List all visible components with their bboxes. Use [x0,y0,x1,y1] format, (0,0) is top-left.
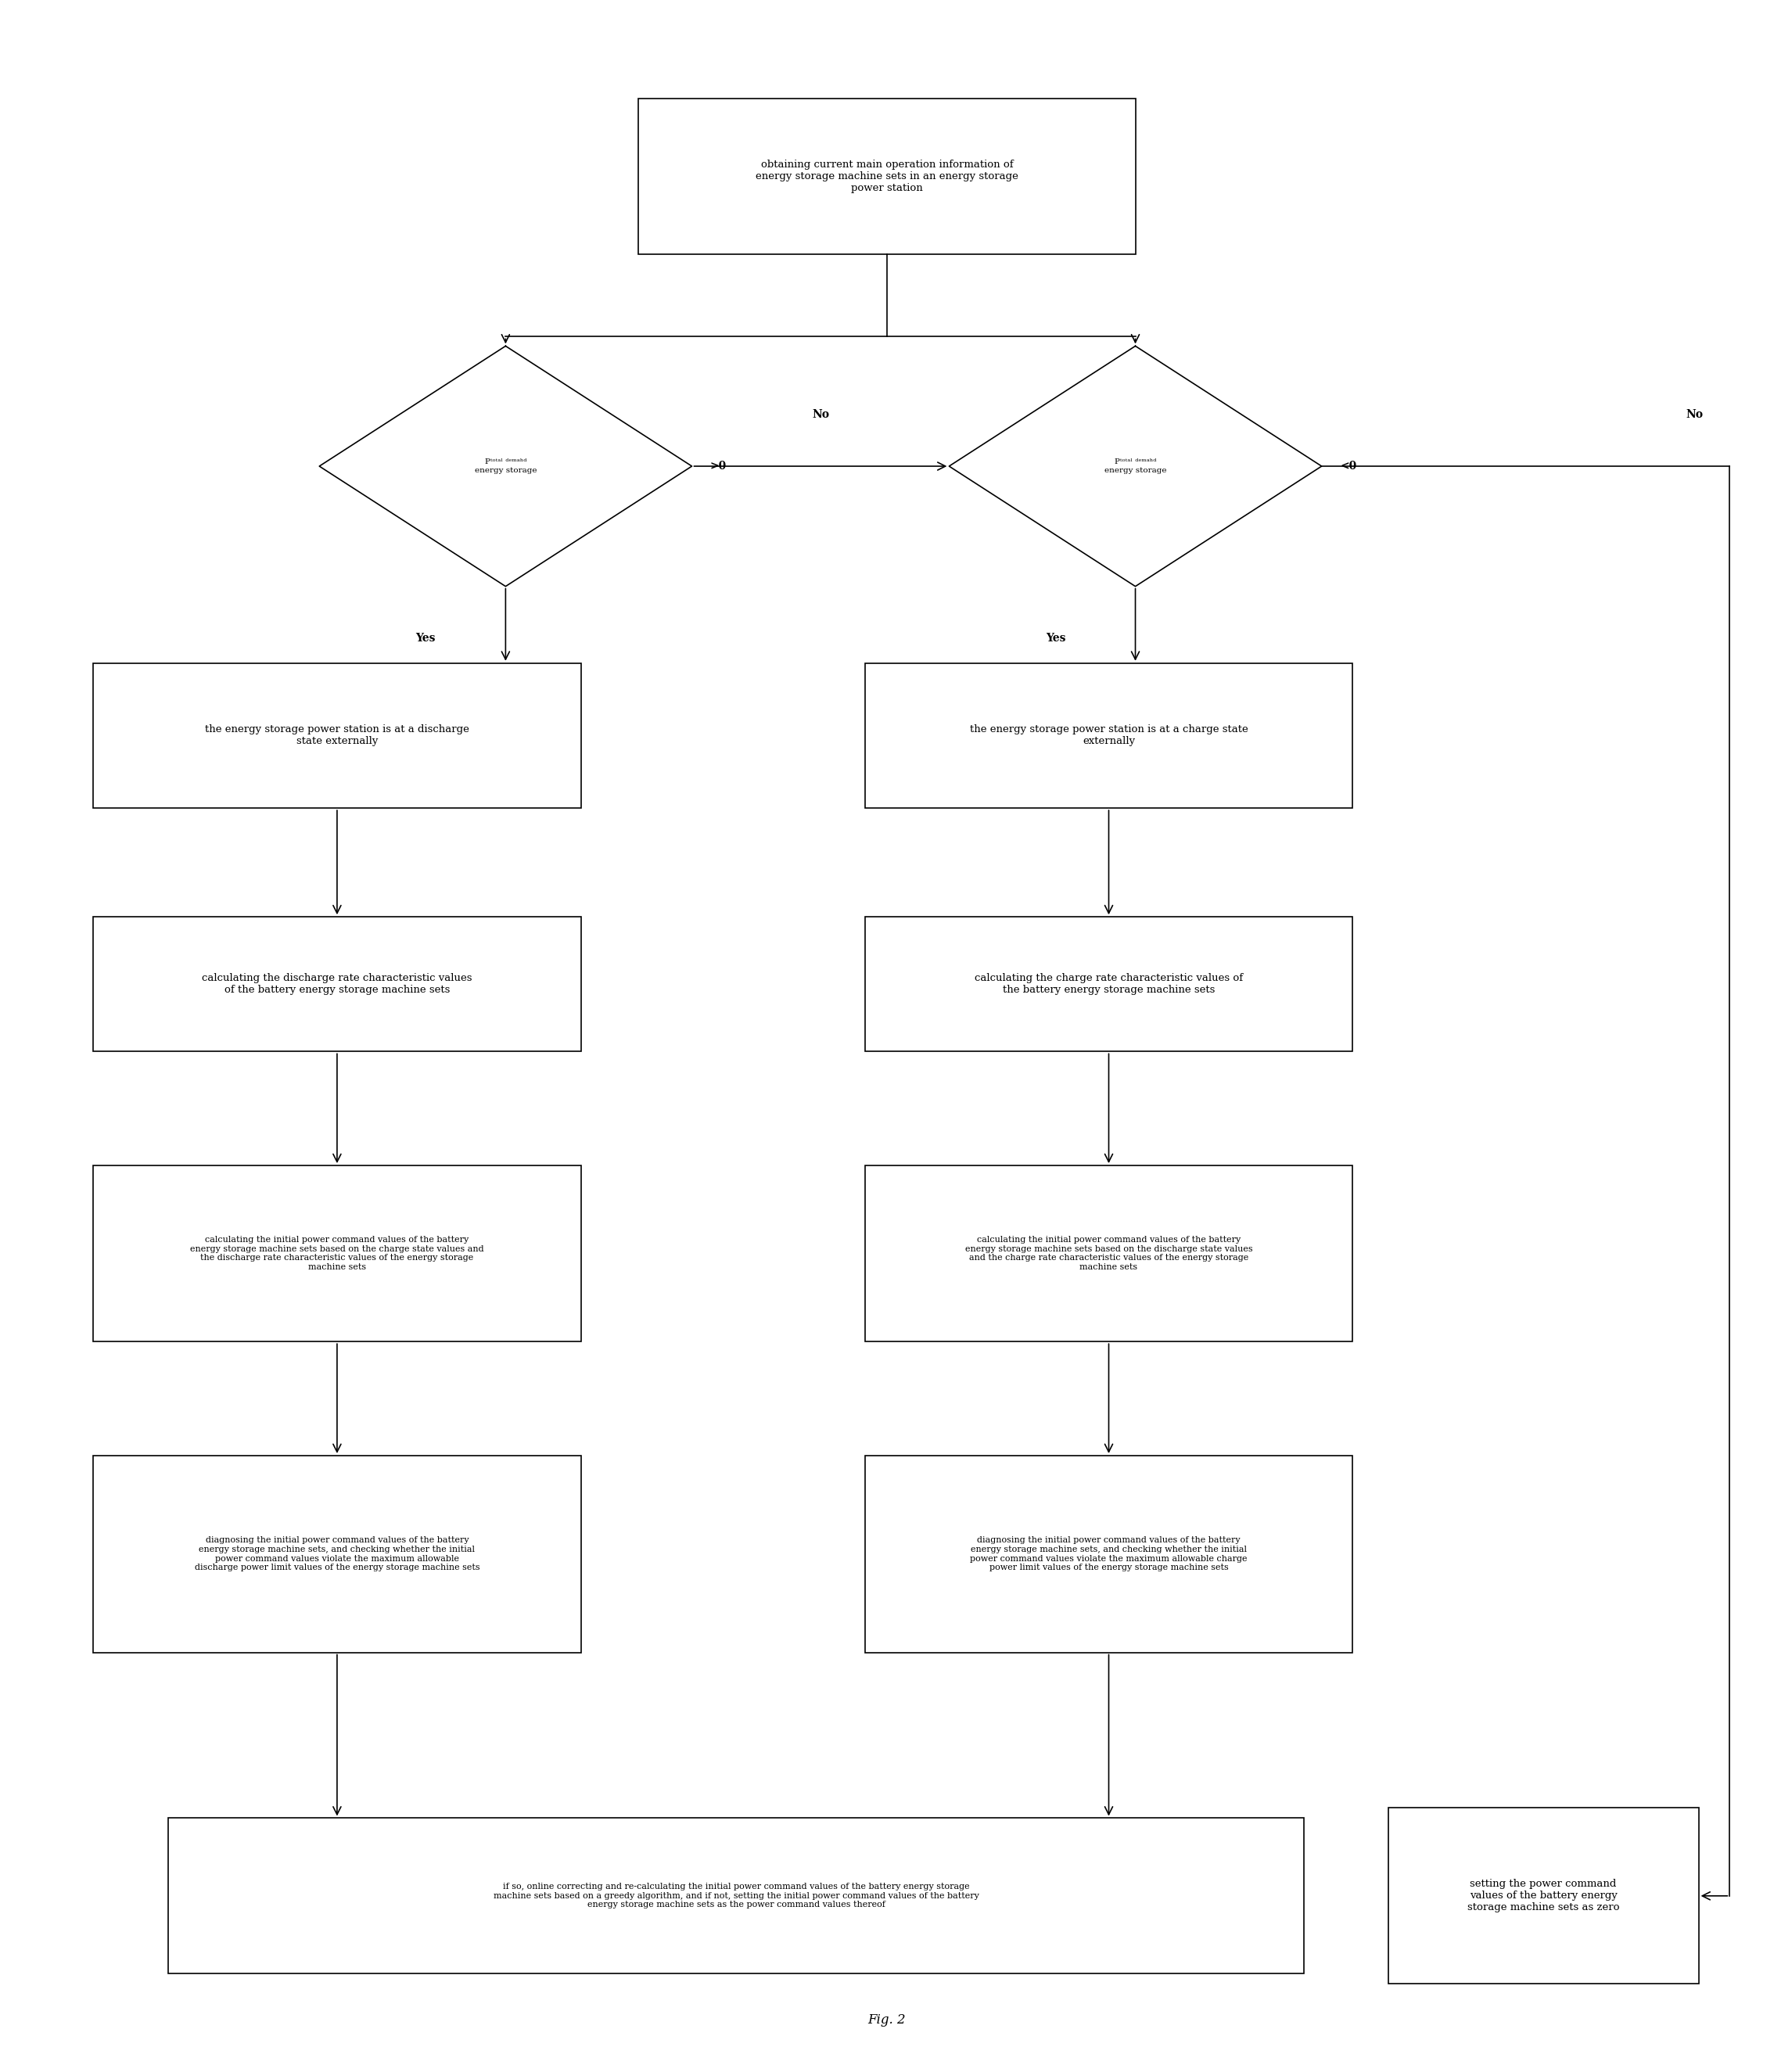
Text: diagnosing the initial power command values of the battery
energy storage machin: diagnosing the initial power command val… [195,1537,479,1571]
Text: <0: <0 [1339,460,1357,472]
FancyBboxPatch shape [864,663,1352,808]
FancyBboxPatch shape [864,1455,1352,1653]
Text: calculating the discharge rate characteristic values
of the battery energy stora: calculating the discharge rate character… [202,974,472,995]
Text: >0: >0 [710,460,727,472]
FancyBboxPatch shape [864,1164,1352,1343]
FancyBboxPatch shape [92,663,580,808]
FancyBboxPatch shape [1387,1807,1699,1985]
FancyBboxPatch shape [92,1164,580,1343]
Text: Yes: Yes [1045,632,1066,644]
Text: the energy storage power station is at a discharge
state externally: the energy storage power station is at a… [206,725,468,746]
FancyBboxPatch shape [92,916,580,1051]
Text: diagnosing the initial power command values of the battery
energy storage machin: diagnosing the initial power command val… [970,1537,1247,1571]
Text: Pᵗᵒᵗᵃˡ ᵈᵉᵐᵃʰᵈ
energy storage: Pᵗᵒᵗᵃˡ ᵈᵉᵐᵃʰᵈ energy storage [1103,458,1167,474]
Text: Pᵗᵒᵗᵃˡ ᵈᵉᵐᵃʰᵈ
energy storage: Pᵗᵒᵗᵃˡ ᵈᵉᵐᵃʰᵈ energy storage [474,458,538,474]
FancyBboxPatch shape [92,1455,580,1653]
Text: setting the power command
values of the battery energy
storage machine sets as z: setting the power command values of the … [1467,1879,1620,1912]
FancyBboxPatch shape [169,1819,1304,1973]
Text: the energy storage power station is at a charge state
externally: the energy storage power station is at a… [970,725,1247,746]
Text: Fig. 2: Fig. 2 [867,2014,907,2026]
Text: calculating the charge rate characteristic values of
the battery energy storage : calculating the charge rate characterist… [974,974,1244,995]
Text: No: No [812,408,828,421]
Text: Yes: Yes [415,632,436,644]
Text: calculating the initial power command values of the battery
energy storage machi: calculating the initial power command va… [965,1237,1252,1270]
Text: No: No [1685,408,1703,421]
FancyBboxPatch shape [639,97,1135,255]
Text: if so, online correcting and re-calculating the initial power command values of : if so, online correcting and re-calculat… [493,1883,979,1908]
Text: calculating the initial power command values of the battery
energy storage machi: calculating the initial power command va… [190,1237,484,1270]
Text: obtaining current main operation information of
energy storage machine sets in a: obtaining current main operation informa… [756,160,1018,193]
FancyBboxPatch shape [864,916,1352,1051]
